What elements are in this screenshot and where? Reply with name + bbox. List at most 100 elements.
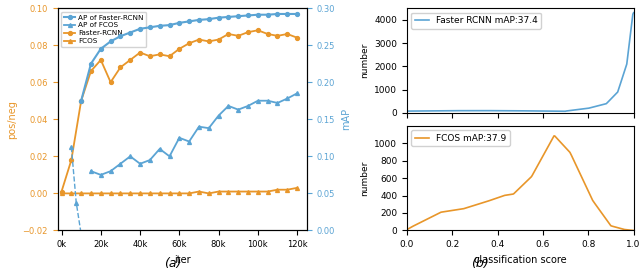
Faster-RCNN: [244, 31, 252, 34]
AP of Faster-RCNN: [284, 12, 291, 16]
AP of FCOS: [175, 136, 183, 139]
AP of Faster-RCNN: [195, 18, 203, 21]
FCOS: [116, 192, 124, 195]
AP of Faster-RCNN: [116, 35, 124, 38]
AP of FCOS: [244, 104, 252, 107]
Y-axis label: number: number: [360, 160, 369, 196]
Faster-RCNN: [293, 36, 301, 39]
FCOS: [254, 190, 262, 193]
FCOS: [77, 192, 85, 195]
AP of Faster-RCNN: [264, 13, 271, 16]
Y-axis label: mAP: mAP: [340, 108, 351, 130]
FCOS: [274, 188, 282, 191]
AP of Faster-RCNN: [215, 16, 223, 19]
AP of FCOS: [127, 155, 134, 158]
AP of Faster-RCNN: [244, 14, 252, 17]
FCOS: [215, 190, 223, 193]
FCOS: [107, 192, 115, 195]
FCOS: [244, 190, 252, 193]
Line: AP of FCOS: AP of FCOS: [89, 91, 299, 177]
FCOS: [293, 186, 301, 189]
FCOS: [146, 192, 154, 195]
Faster-RCNN: [205, 40, 212, 43]
Faster-RCNN: [136, 51, 144, 54]
Faster-RCNN: [175, 47, 183, 50]
Faster-RCNN: [127, 58, 134, 62]
Text: (b): (b): [471, 257, 489, 268]
Faster-RCNN: [77, 99, 85, 102]
Y-axis label: number: number: [360, 43, 369, 78]
Faster-RCNN: [116, 66, 124, 69]
AP of FCOS: [116, 162, 124, 165]
AP of Faster-RCNN: [225, 15, 232, 18]
Faster-RCNN: [166, 55, 173, 58]
FCOS: [166, 192, 173, 195]
Faster-RCNN: [97, 58, 104, 62]
FCOS: [205, 192, 212, 195]
AP of FCOS: [136, 162, 144, 165]
AP of FCOS: [186, 140, 193, 143]
AP of FCOS: [264, 99, 271, 102]
FCOS: [225, 190, 232, 193]
Faster-RCNN: [186, 42, 193, 45]
AP of FCOS: [215, 114, 223, 117]
FCOS: [156, 192, 164, 195]
AP of Faster-RCNN: [234, 14, 242, 18]
Faster-RCNN: [195, 38, 203, 41]
Faster-RCNN: [274, 34, 282, 38]
Faster-RCNN: [107, 81, 115, 84]
AP of FCOS: [107, 170, 115, 173]
Line: AP of Faster-RCNN: AP of Faster-RCNN: [79, 12, 299, 103]
Faster-RCNN: [234, 34, 242, 38]
FCOS: [67, 192, 75, 195]
AP of FCOS: [87, 170, 95, 173]
FCOS: [87, 192, 95, 195]
AP of FCOS: [205, 126, 212, 130]
Y-axis label: pos/neg: pos/neg: [7, 100, 17, 139]
Faster-RCNN: [146, 55, 154, 58]
FCOS: [127, 192, 134, 195]
Faster-RCNN: [156, 53, 164, 56]
AP of Faster-RCNN: [107, 40, 115, 43]
AP of FCOS: [234, 108, 242, 111]
AP of FCOS: [166, 155, 173, 158]
AP of Faster-RCNN: [97, 47, 104, 50]
Line: FCOS: FCOS: [60, 186, 299, 195]
AP of Faster-RCNN: [166, 24, 173, 27]
AP of Faster-RCNN: [127, 31, 134, 34]
AP of FCOS: [284, 97, 291, 100]
AP of Faster-RCNN: [136, 27, 144, 30]
Faster-RCNN: [225, 32, 232, 36]
FCOS: [234, 190, 242, 193]
Line: Faster-RCNN: Faster-RCNN: [60, 28, 299, 193]
AP of FCOS: [293, 92, 301, 95]
Faster-RCNN: [215, 38, 223, 41]
AP of Faster-RCNN: [156, 24, 164, 27]
Legend: AP of Faster-RCNN, AP of FCOS, Faster-RCNN, FCOS: AP of Faster-RCNN, AP of FCOS, Faster-RC…: [61, 12, 146, 47]
AP of FCOS: [97, 173, 104, 177]
FCOS: [97, 192, 104, 195]
AP of Faster-RCNN: [77, 99, 85, 102]
AP of FCOS: [254, 99, 262, 102]
Faster-RCNN: [67, 158, 75, 162]
AP of Faster-RCNN: [175, 21, 183, 24]
Faster-RCNN: [264, 32, 271, 36]
Faster-RCNN: [254, 29, 262, 32]
Legend: Faster RCNN mAP:37.4: Faster RCNN mAP:37.4: [412, 13, 541, 29]
Faster-RCNN: [284, 32, 291, 36]
AP of Faster-RCNN: [205, 18, 212, 21]
FCOS: [284, 188, 291, 191]
AP of FCOS: [225, 104, 232, 107]
AP of Faster-RCNN: [254, 13, 262, 16]
FCOS: [175, 192, 183, 195]
Faster-RCNN: [58, 190, 65, 193]
FCOS: [264, 190, 271, 193]
X-axis label: classification score: classification score: [474, 255, 566, 265]
AP of Faster-RCNN: [186, 20, 193, 23]
AP of Faster-RCNN: [274, 12, 282, 16]
AP of FCOS: [146, 158, 154, 162]
AP of Faster-RCNN: [293, 12, 301, 16]
FCOS: [58, 192, 65, 195]
AP of Faster-RCNN: [146, 26, 154, 29]
Legend: FCOS mAP:37.9: FCOS mAP:37.9: [412, 130, 509, 146]
